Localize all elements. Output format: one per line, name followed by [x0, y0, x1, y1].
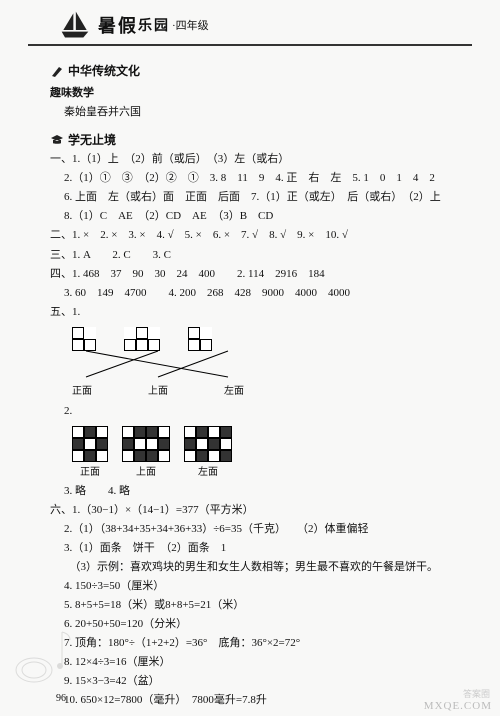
fun-math-label: 趣味数学: [50, 85, 460, 102]
part-3-line-1: 1. A 2. C 3. C: [72, 249, 171, 261]
watermark-site: MXQE.COM: [424, 700, 492, 712]
part-6-line-9: 8. 12×4÷3=16（厘米）: [50, 654, 460, 671]
part-1-line-2: 2.（1）① ③ （2）② ① 3. 8 11 9 4. 正 右 左 5. 1 …: [50, 170, 460, 187]
part-6-line-2: 2.（1）（38+34+35+34+36+33）÷6=35（千克） （2）体重偏…: [50, 521, 460, 538]
part-2-line-1: 1. × 2. × 3. × 4. √ 5. × 6. × 7. √ 8. √ …: [72, 229, 348, 241]
part-4-label: 四、: [50, 268, 72, 280]
part-3-label: 三、: [50, 249, 72, 261]
grade-label: ·四年级: [172, 17, 209, 33]
part-1-line-1: 1.（1）上 （2）前（或后） （3）左（或右）: [72, 153, 289, 165]
cap-top-2: 上面: [136, 465, 156, 481]
part-1-label: 一、: [50, 153, 72, 165]
page-number: 96: [56, 693, 66, 704]
part-5-n2: 2.: [50, 403, 460, 420]
part-4-line-1: 1. 468 37 90 30 24 400 2. 114 2916 184: [72, 268, 325, 280]
part-2-label: 二、: [50, 229, 72, 241]
view-top-1: [124, 327, 160, 351]
section-endless-title: 学无止境: [50, 131, 460, 150]
part-5: 五、1.: [50, 304, 460, 321]
part-6-line-6: 5. 8+5+5=18（米）或8+8+5=21（米）: [50, 597, 460, 614]
music-notes-icon: [14, 620, 78, 690]
watermark-tag: 答案圈: [463, 687, 490, 700]
part-2: 二、1. × 2. × 3. × 4. √ 5. × 6. × 7. √ 8. …: [50, 227, 460, 244]
part-4-line-2: 3. 60 149 4700 4. 200 268 428 9000 4000 …: [50, 285, 460, 302]
part-6-label: 六、: [50, 504, 72, 516]
part-6: 六、1.（30−1）×（14−1）=377（平方米）: [50, 502, 460, 519]
part-6-line-8: 7. 顶角：180°÷（1+2+2）=36° 底角：36°×2=72°: [50, 635, 460, 652]
part-6-line-7: 6. 20+50+50=120（分米）: [50, 616, 460, 633]
part-4: 四、1. 468 37 90 30 24 400 2. 114 2916 184: [50, 266, 460, 283]
part-6-line-4: （3）示例：喜欢鸡块的男生和女生人数相等；男生最不喜欢的午餐是饼干。: [50, 559, 460, 576]
view-left-1: [188, 327, 212, 351]
view-top-2: 上面: [122, 426, 170, 481]
fun-math-answer: 秦始皇吞并六国: [50, 104, 460, 121]
part-6-line-5: 4. 150÷3=50（厘米）: [50, 578, 460, 595]
part-6-line-3: 3.（1）面条 饼干 （2）面条 1: [50, 540, 460, 557]
brush-icon: [50, 64, 64, 78]
part-5-n1: 1.: [72, 306, 80, 318]
part-6-line-11: 10. 650×12=7800（毫升） 7800毫升=7.8升: [50, 692, 460, 709]
graduation-icon: [50, 133, 64, 147]
section-culture-title: 中华传统文化: [50, 62, 460, 81]
part-5-label: 五、: [50, 306, 72, 318]
page-content: 中华传统文化 趣味数学 秦始皇吞并六国 学无止境 一、1.（1）上 （2）前（或…: [0, 46, 500, 709]
part-1-line-3: 6. 上面 左（或右）面 正面 后面 7.（1）正（或左） 后（或右） （2）上: [50, 189, 460, 206]
cap-front-2: 正面: [80, 465, 100, 481]
cap-front-1: 正面: [72, 384, 92, 400]
title-main: 暑假: [98, 12, 138, 38]
section-endless-text: 学无止境: [68, 131, 116, 150]
section-culture-text: 中华传统文化: [68, 62, 140, 81]
cap-left-2: 左面: [198, 465, 218, 481]
view-front-1: [72, 327, 96, 351]
cross-lines-icon: [80, 349, 260, 381]
page-header: 暑假 乐园 ·四年级: [28, 0, 472, 46]
view-front-2: 正面: [72, 426, 108, 481]
part-5-line-3: 3. 略 4. 略: [50, 483, 460, 500]
cap-top-1: 上面: [148, 384, 168, 400]
part-6-line-10: 9. 15×3−3=42（盆）: [50, 673, 460, 690]
boat-icon: [58, 10, 92, 40]
views-row-1: 正面 上面 左面: [72, 327, 460, 400]
part-1: 一、1.（1）上 （2）前（或后） （3）左（或右）: [50, 151, 460, 168]
view-left-2: 左面: [184, 426, 232, 481]
cap-left-1: 左面: [224, 384, 244, 400]
part-1-line-4: 8.（1）C AE （2）CD AE （3）B CD: [50, 208, 460, 225]
part-3: 三、1. A 2. C 3. C: [50, 247, 460, 264]
part-6-line-1: 1.（30−1）×（14−1）=377（平方米）: [72, 504, 254, 516]
title-sub: 乐园: [138, 15, 170, 35]
views-row-2: 正面 上面 左面: [72, 426, 460, 481]
